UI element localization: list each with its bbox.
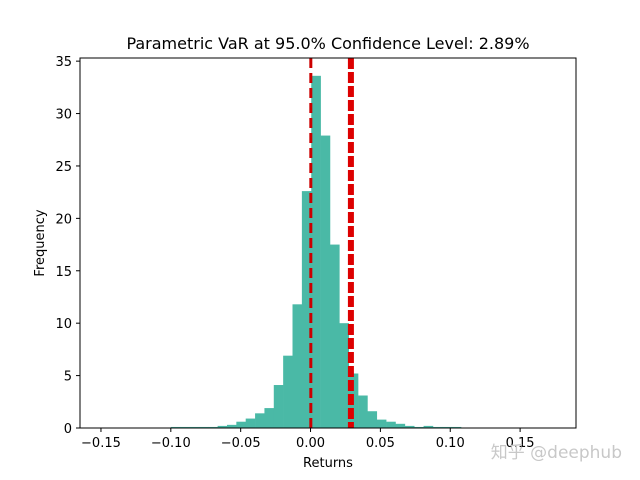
y-tick-label: 30 (55, 108, 72, 123)
histogram-bar (301, 191, 312, 428)
histogram-bar (423, 425, 434, 428)
histogram-bar (432, 426, 443, 428)
y-tick-label: 20 (55, 212, 72, 227)
x-tick-label: 0.15 (506, 436, 535, 451)
histogram-bar (367, 411, 378, 428)
watermark: 知乎 @deephub (491, 443, 622, 463)
histogram-bar (442, 426, 452, 428)
histogram-bar (404, 425, 415, 428)
histogram-bar (320, 135, 331, 429)
histogram-bar (255, 413, 265, 428)
y-tick-label: 35 (55, 55, 72, 70)
histogram-bar (245, 418, 256, 428)
x-tick-label: 0.10 (436, 436, 465, 451)
histogram-bar (329, 244, 340, 428)
histogram-bar (189, 426, 200, 428)
y-tick-label: 10 (55, 317, 72, 332)
histogram-bar (283, 355, 293, 428)
chart-title: Parametric VaR at 95.0% Confidence Level… (126, 34, 529, 53)
histogram-bar (170, 426, 181, 428)
histogram-bar (414, 426, 424, 428)
reference-lines (309, 58, 354, 428)
y-axis-label: Frequency (33, 209, 48, 276)
histogram-bar (180, 426, 190, 428)
histogram-bar (198, 426, 209, 428)
plot-frame (79, 57, 577, 429)
x-tick-label: 0.00 (296, 436, 325, 451)
histogram-bar (395, 423, 406, 428)
y-tick-label: 0 (64, 422, 72, 437)
x-axis-label: Returns (303, 456, 353, 471)
histogram-bar (236, 421, 247, 428)
histogram-bar (217, 425, 228, 428)
x-tick-label: −0.05 (221, 436, 261, 451)
histogram-bar (264, 408, 275, 428)
histogram-bars (170, 75, 462, 429)
histogram-bar (376, 419, 387, 428)
histogram-bar (208, 426, 218, 428)
histogram-bar (226, 424, 237, 428)
y-tick-label: 15 (55, 265, 72, 280)
y-tick-label: 25 (55, 160, 72, 175)
x-tick-label: −0.10 (151, 436, 191, 451)
x-axis-ticks: −0.15 −0.10 −0.05 0.00 0.05 0.10 0.15 (81, 428, 535, 451)
y-axis-ticks: 0 5 10 15 20 25 30 35 (55, 55, 80, 437)
histogram-bar (273, 385, 284, 428)
histogram-bar (358, 395, 368, 428)
histogram-bar (292, 304, 303, 428)
histogram-bar (386, 421, 396, 428)
histogram-bar (339, 323, 349, 428)
x-tick-label: −0.15 (81, 436, 121, 451)
histogram-bar (311, 75, 321, 428)
histogram-bar (451, 426, 462, 428)
y-tick-label: 5 (64, 370, 72, 385)
x-tick-label: 0.05 (366, 436, 395, 451)
